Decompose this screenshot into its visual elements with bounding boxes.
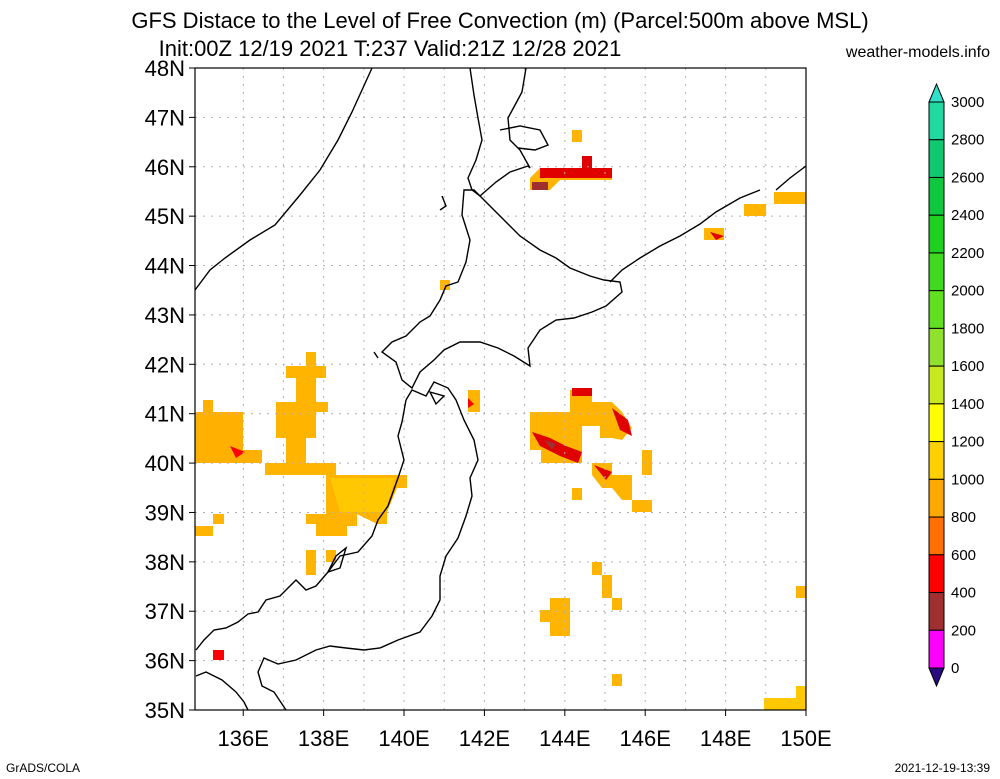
lat-label: 39N <box>145 500 185 525</box>
colorbar-box <box>928 365 945 405</box>
colorbar-label: 1800 <box>951 320 984 337</box>
footer-software: GrADS/COLA <box>6 761 81 775</box>
lat-label: 46N <box>145 155 185 180</box>
colorbar-box <box>928 101 945 141</box>
coastline <box>194 67 807 711</box>
lat-label: 37N <box>145 599 185 624</box>
colorbar-box <box>928 478 945 518</box>
map-gridlines <box>195 68 806 710</box>
colorbar-label: 2600 <box>951 169 984 186</box>
colorbar <box>928 82 945 688</box>
colorbar-label: 200 <box>951 622 976 639</box>
lon-label: 138E <box>298 726 349 751</box>
credit-label: weather-models.info <box>845 44 990 61</box>
map-subtitle: Init:00Z 12/19 2021 T:237 Valid:21Z 12/2… <box>158 36 622 61</box>
lat-label: 36N <box>145 649 185 674</box>
lon-label: 140E <box>378 726 429 751</box>
colorbar-box <box>928 516 945 556</box>
colorbar-box <box>928 403 945 443</box>
colorbar-label: 800 <box>951 509 976 526</box>
lat-label: 43N <box>145 303 185 328</box>
lon-label: 146E <box>620 726 671 751</box>
lon-label: 148E <box>700 726 751 751</box>
longitude-labels: 136E 138E 140E 142E 144E 146E 148E 150E <box>218 726 832 751</box>
colorbar-labels: 3000280026002400220020001800160014001200… <box>951 94 984 677</box>
lat-label: 47N <box>145 105 185 130</box>
colorbar-label: 0 <box>951 660 959 677</box>
lfc-field <box>195 130 806 710</box>
colorbar-label: 2800 <box>951 132 984 149</box>
footer-timestamp: 2021-12-19-13:39 <box>894 761 990 775</box>
colorbar-label: 2400 <box>951 207 984 224</box>
colorbar-box <box>928 214 945 254</box>
colorbar-label: 1600 <box>951 358 984 375</box>
lon-label: 144E <box>539 726 590 751</box>
lat-label: 35N <box>145 698 185 723</box>
colorbar-box <box>928 629 945 669</box>
colorbar-box <box>928 139 945 178</box>
lat-label: 41N <box>145 402 185 427</box>
colorbar-box <box>928 290 945 329</box>
latitude-labels: 48N 47N 46N 45N 44N 43N 42N 41N 40N 39N 38N 37N 36N 3… <box>145 56 185 723</box>
colorbar-box <box>928 327 945 367</box>
colorbar-label: 400 <box>951 585 976 602</box>
colorbar-max-triangle <box>928 82 945 103</box>
colorbar-label: 1400 <box>951 396 984 413</box>
lat-label: 42N <box>145 352 185 377</box>
lon-label: 142E <box>459 726 510 751</box>
lat-label: 45N <box>145 204 185 229</box>
colorbar-box <box>928 592 945 631</box>
colorbar-box <box>928 441 945 480</box>
axis-ticks <box>189 67 807 716</box>
colorbar-label: 2200 <box>951 245 984 262</box>
lat-label: 48N <box>145 56 185 81</box>
colorbar-label: 1200 <box>951 434 984 451</box>
colorbar-label: 600 <box>951 547 976 564</box>
lon-label: 150E <box>780 726 831 751</box>
map-frame <box>194 67 807 711</box>
colorbar-label: 2000 <box>951 283 984 300</box>
lon-label: 136E <box>218 726 269 751</box>
colorbar-box <box>928 252 945 292</box>
lat-label: 44N <box>145 254 185 279</box>
colorbar-box <box>928 554 945 594</box>
map-title: GFS Distace to the Level of Free Convect… <box>131 8 869 33</box>
colorbar-label: 1000 <box>951 471 984 488</box>
lat-label: 38N <box>145 550 185 575</box>
colorbar-label: 3000 <box>951 94 984 111</box>
colorbar-box <box>928 176 945 216</box>
colorbar-min-triangle <box>928 667 945 688</box>
lat-label: 40N <box>145 451 185 476</box>
